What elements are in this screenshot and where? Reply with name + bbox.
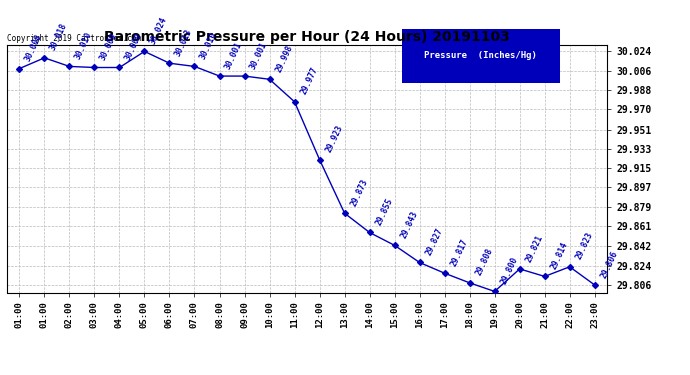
- Text: 29.977: 29.977: [299, 66, 319, 96]
- Text: 30.009: 30.009: [99, 32, 119, 62]
- Text: 30.018: 30.018: [48, 22, 69, 52]
- Text: 29.923: 29.923: [324, 124, 344, 154]
- Text: 29.800: 29.800: [499, 255, 520, 286]
- Text: 30.010: 30.010: [74, 30, 94, 61]
- Text: 30.001: 30.001: [224, 40, 244, 70]
- Text: 30.010: 30.010: [199, 30, 219, 61]
- Text: 29.814: 29.814: [549, 240, 569, 271]
- Text: 29.855: 29.855: [374, 196, 394, 227]
- Text: 29.998: 29.998: [274, 44, 294, 74]
- Text: 29.821: 29.821: [524, 233, 544, 263]
- Text: 30.024: 30.024: [148, 15, 169, 46]
- Text: 29.808: 29.808: [474, 247, 494, 277]
- Text: 29.806: 29.806: [599, 249, 620, 279]
- Title: Barometric Pressure per Hour (24 Hours) 20191103: Barometric Pressure per Hour (24 Hours) …: [104, 30, 510, 44]
- Text: 29.827: 29.827: [424, 226, 444, 257]
- Text: 29.817: 29.817: [448, 237, 469, 268]
- Text: 29.823: 29.823: [574, 231, 594, 261]
- Text: 30.013: 30.013: [174, 27, 194, 58]
- Text: 30.008: 30.008: [23, 33, 44, 63]
- Text: Pressure  (Inches/Hg): Pressure (Inches/Hg): [424, 51, 537, 60]
- Text: 29.843: 29.843: [399, 210, 420, 240]
- Text: 29.873: 29.873: [348, 177, 369, 208]
- Text: Copyright 2019 Cartronics.com: Copyright 2019 Cartronics.com: [7, 33, 141, 42]
- Text: 30.001: 30.001: [248, 40, 269, 70]
- Text: 30.009: 30.009: [124, 32, 144, 62]
